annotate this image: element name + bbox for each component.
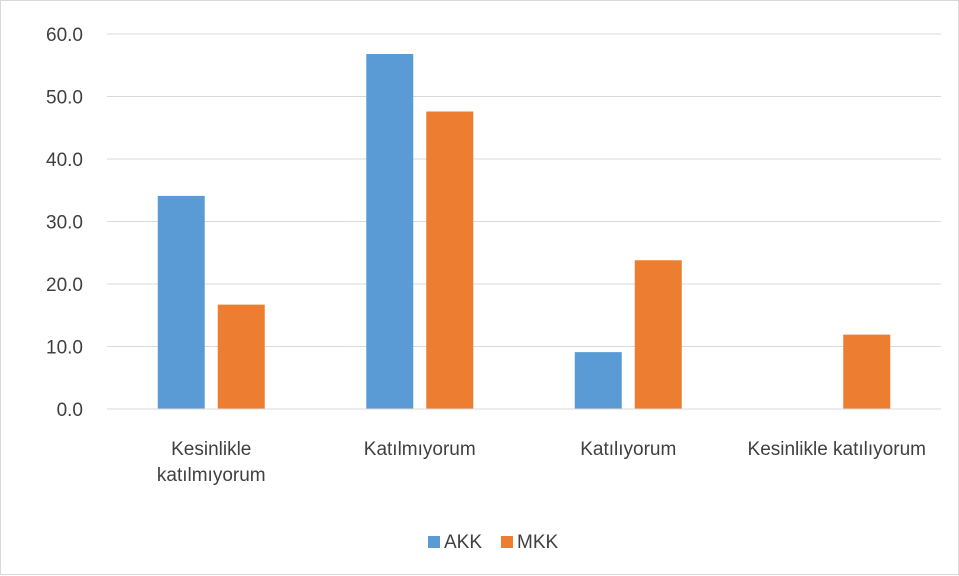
x-category-label: katılmıyorum bbox=[157, 465, 266, 486]
x-axis-categories: Kesinlikle katılmıyorum Katılmıyorum Katılı… bbox=[157, 439, 926, 486]
bar-mkk-0 bbox=[217, 304, 265, 409]
bar-akk-0 bbox=[157, 195, 205, 409]
legend-swatch-akk bbox=[428, 536, 440, 548]
legend-swatch-mkk bbox=[501, 536, 513, 548]
legend-label-akk: AKK bbox=[444, 532, 482, 553]
y-tick-label: 20.0 bbox=[46, 275, 83, 296]
legend-label-mkk: MKK bbox=[517, 532, 559, 553]
gridlines bbox=[107, 33, 941, 347]
x-category-label: Kesinlikle katılıyorum bbox=[748, 439, 926, 460]
x-category-label: Katılmıyorum bbox=[364, 439, 476, 460]
legend: AKK MKK bbox=[428, 532, 559, 553]
y-tick-label: 40.0 bbox=[46, 150, 83, 171]
bar-akk-1 bbox=[366, 54, 414, 409]
y-tick-label: 10.0 bbox=[46, 338, 83, 359]
bar-akk-2 bbox=[574, 352, 622, 409]
bar-mkk-1 bbox=[426, 111, 474, 409]
y-tick-label: 60.0 bbox=[46, 25, 83, 46]
bar-mkk-2 bbox=[634, 260, 682, 409]
bars bbox=[157, 54, 891, 409]
y-tick-label: 0.0 bbox=[57, 400, 83, 421]
y-tick-label: 50.0 bbox=[46, 88, 83, 109]
x-category-label: Kesinlikle bbox=[171, 439, 251, 460]
bar-mkk-3 bbox=[843, 334, 891, 409]
y-axis-ticks: 0.0 10.0 20.0 30.0 40.0 50.0 60.0 bbox=[46, 25, 83, 421]
y-tick-label: 30.0 bbox=[46, 213, 83, 234]
x-category-label: Katılıyorum bbox=[580, 439, 676, 460]
